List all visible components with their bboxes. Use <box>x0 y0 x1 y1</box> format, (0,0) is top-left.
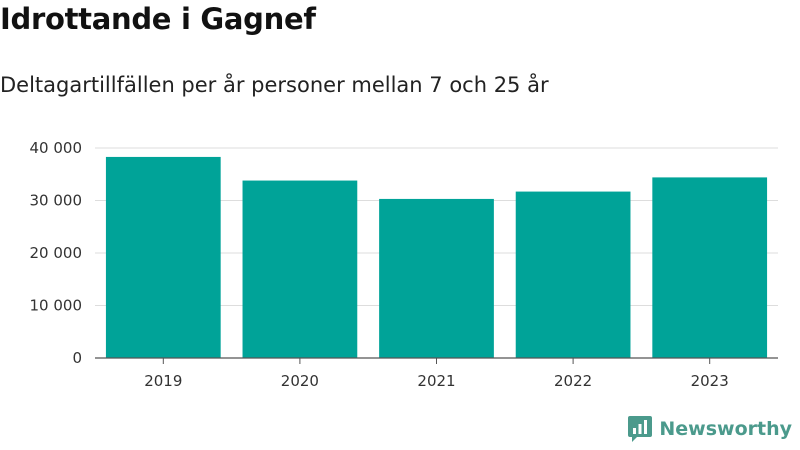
bar-2021 <box>379 198 494 358</box>
bar-2022 <box>515 191 631 358</box>
bars <box>105 156 768 358</box>
y-tick-label: 40 000 <box>30 139 83 157</box>
bar-2020 <box>242 180 358 358</box>
x-tick-label: 2021 <box>417 372 455 390</box>
chart-subtitle: Deltagartillfällen per år personer mella… <box>0 73 549 97</box>
y-tick-label: 0 <box>72 349 82 367</box>
y-tick-label: 30 000 <box>30 192 83 210</box>
y-tick-label: 20 000 <box>30 244 83 262</box>
chart-title: Idrottande i Gagnef <box>0 2 316 36</box>
bar-2019 <box>105 156 221 358</box>
x-tick-label: 2022 <box>554 372 592 390</box>
tick-labels: 0 10 000 20 000 30 000 40 000 2019 2020 2021 202… <box>30 139 729 390</box>
brand-logo: Newsworthy <box>627 414 792 444</box>
x-tick-label: 2019 <box>144 372 182 390</box>
bar-2023 <box>652 177 768 358</box>
axes <box>95 357 778 364</box>
x-tick-label: 2020 <box>281 372 319 390</box>
y-tick-label: 10 000 <box>30 297 83 315</box>
newsworthy-logo-icon <box>628 416 653 442</box>
x-tick-label: 2023 <box>691 372 729 390</box>
brand-name: Newsworthy <box>659 418 792 440</box>
